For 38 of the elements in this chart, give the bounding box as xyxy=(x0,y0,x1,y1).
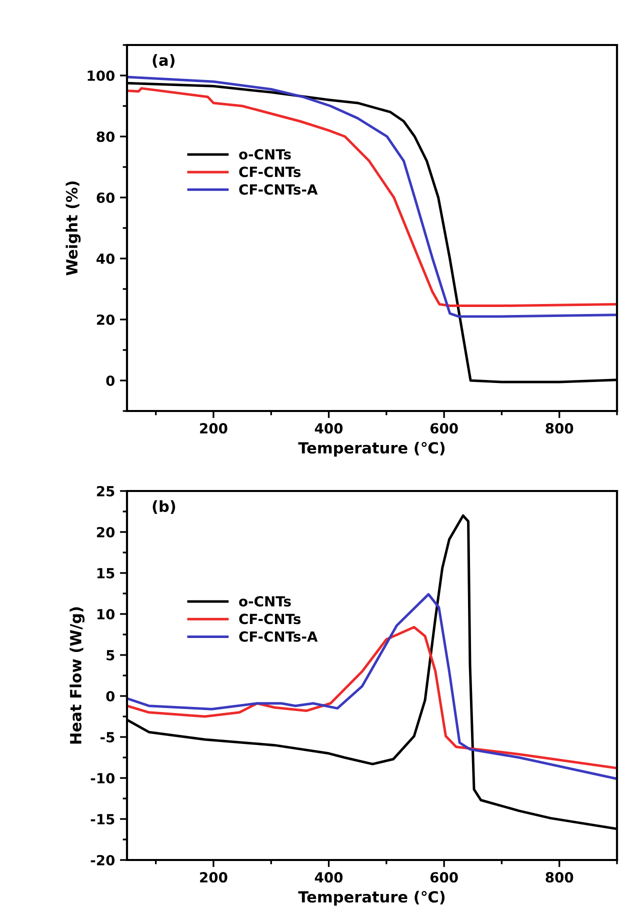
y-tick-label: 15 xyxy=(97,568,114,578)
legend-label: CF-CNTs-A xyxy=(239,631,318,642)
y-tick-label: 20 xyxy=(96,314,115,325)
legend-label: CF-CNTs xyxy=(239,614,301,624)
y-tick-label: 5 xyxy=(106,650,114,660)
y-tick-label: 100 xyxy=(88,70,115,81)
y-tick-label: 10 xyxy=(97,608,115,620)
y-tick-label: 25 xyxy=(96,486,114,496)
y-tick-label: 20 xyxy=(96,526,115,538)
legend-label: o-CNTs xyxy=(239,149,291,160)
y-tick-label: -5 xyxy=(100,732,114,742)
x-tick-label: 800 xyxy=(546,872,574,883)
x-tick-label: 800 xyxy=(546,423,574,434)
x-tick-label: 600 xyxy=(430,872,458,883)
y-axis-title: Heat Flow (W/g) xyxy=(70,607,85,744)
y-tick-label: 0 xyxy=(106,375,115,386)
y-tick-label: -20 xyxy=(90,854,115,866)
line-series xyxy=(127,626,617,770)
legend-label: CF-CNTs xyxy=(239,166,301,178)
y-tick-label: 0 xyxy=(106,690,115,702)
x-tick-label: 200 xyxy=(200,423,228,434)
annotation: (a) xyxy=(152,54,174,68)
x-tick-label: 600 xyxy=(430,423,458,434)
x-axis-title: Temperature (℃) xyxy=(298,890,445,906)
y-tick-label: -15 xyxy=(90,814,114,824)
x-axis-title: Temperature (℃) xyxy=(298,442,445,457)
y-tick-label: 60 xyxy=(96,192,115,203)
x-tick-label: 400 xyxy=(314,423,343,434)
y-tick-label: -10 xyxy=(90,772,115,784)
annotation: (b) xyxy=(152,500,176,514)
x-tick-label: 200 xyxy=(200,872,228,883)
line-series xyxy=(127,593,617,780)
x-tick-label: 400 xyxy=(314,872,343,883)
y-tick-label: 80 xyxy=(96,131,115,142)
legend-label: o-CNTs xyxy=(239,596,291,607)
y-axis-title: Weight (%) xyxy=(66,182,81,276)
y-tick-label: 40 xyxy=(96,253,115,264)
legend-label: CF-CNTs-A xyxy=(239,184,318,195)
